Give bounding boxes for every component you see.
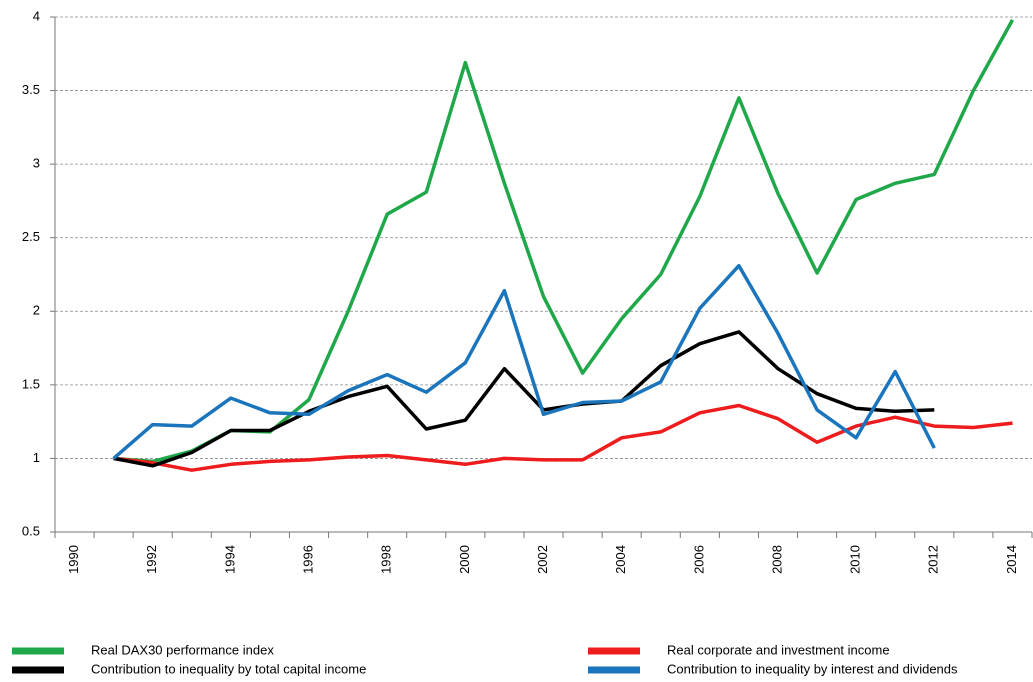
y-tick-label: 2 [33,303,40,318]
legend-label: Contribution to inequality by total capi… [91,661,366,676]
legend-label: Real corporate and investment income [667,642,890,657]
y-tick-label: 1 [33,450,40,465]
x-tick-label: 2010 [848,545,863,574]
series-line [113,330,935,468]
x-tick-label: 1996 [300,545,315,574]
x-tick-label: 2008 [769,545,784,574]
x-tick-label: 1994 [222,545,237,574]
series-line [112,263,936,460]
y-tick-label: 2.5 [22,229,40,244]
x-tick-label: 1992 [144,545,159,574]
x-tick-label: 1990 [66,545,81,574]
y-tick-label: 3 [33,156,40,171]
legend-swatch [588,647,640,655]
x-tick-label: 2004 [613,545,628,574]
y-tick-label: 3.5 [22,82,40,97]
x-tick-label: 2006 [691,545,706,574]
x-tick-label: 1998 [379,545,394,574]
legend-swatch [12,666,64,674]
series-line [113,403,1013,472]
y-tick-label: 1.5 [22,376,40,391]
x-tick-label: 2000 [457,545,472,574]
y-tick-label: 4 [33,8,40,23]
legend-swatch [588,666,640,674]
x-tick-label: 2012 [926,545,941,574]
legend-swatch [12,647,64,655]
y-tick-label: 0.5 [22,523,40,538]
x-tick-label: 2014 [1004,545,1019,574]
x-tick-label: 2002 [535,545,550,574]
series-line [113,19,1015,464]
legend-label: Real DAX30 performance index [91,642,274,657]
legend-label: Contribution to inequality by interest a… [667,661,958,676]
